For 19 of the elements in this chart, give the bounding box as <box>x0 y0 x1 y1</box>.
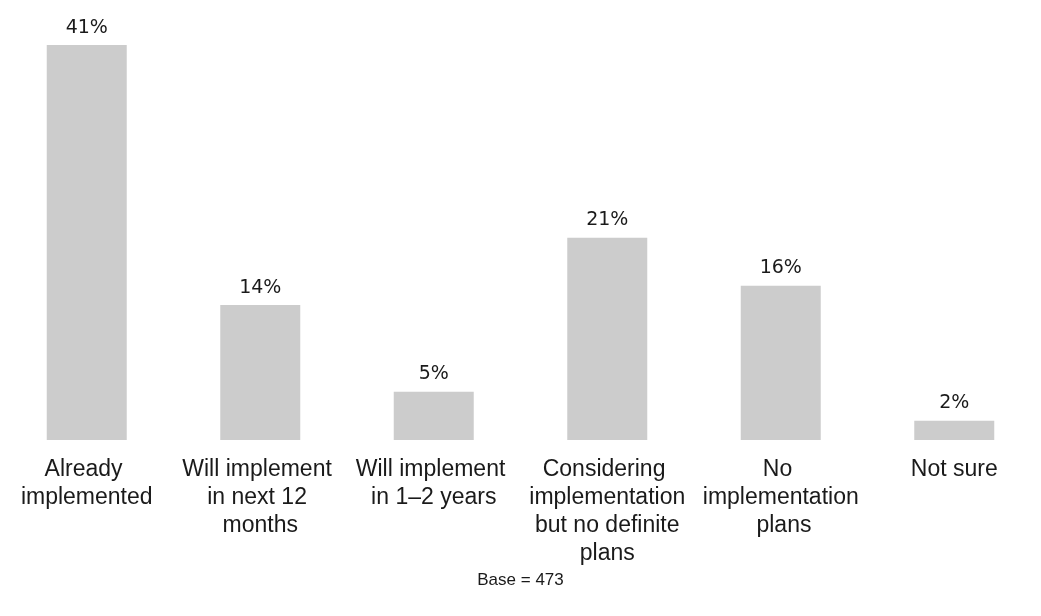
data-label: 21% <box>586 207 629 230</box>
text: Base = 473 <box>477 570 564 589</box>
bar <box>220 305 301 440</box>
bar <box>740 285 821 440</box>
data-label: 14% <box>239 274 282 297</box>
bar <box>46 45 127 440</box>
x-tick-label: Considering implementation but no definite plans <box>528 455 686 565</box>
x-tick-label: Not sure <box>910 455 998 481</box>
x-tick-label: No implementation plans <box>702 455 859 537</box>
data-label: 2% <box>939 390 970 413</box>
data-label: 41% <box>65 14 108 37</box>
data-label: 5% <box>418 361 449 384</box>
bar <box>567 237 648 440</box>
data-label: 16% <box>759 255 802 278</box>
bar <box>914 420 995 440</box>
x-tick-label: Already implemented <box>20 455 153 509</box>
x-tick-label: Will implement in next 12 months <box>182 455 339 537</box>
bar <box>393 391 474 440</box>
x-tick-label: Will implement in 1–2 years <box>355 455 512 509</box>
